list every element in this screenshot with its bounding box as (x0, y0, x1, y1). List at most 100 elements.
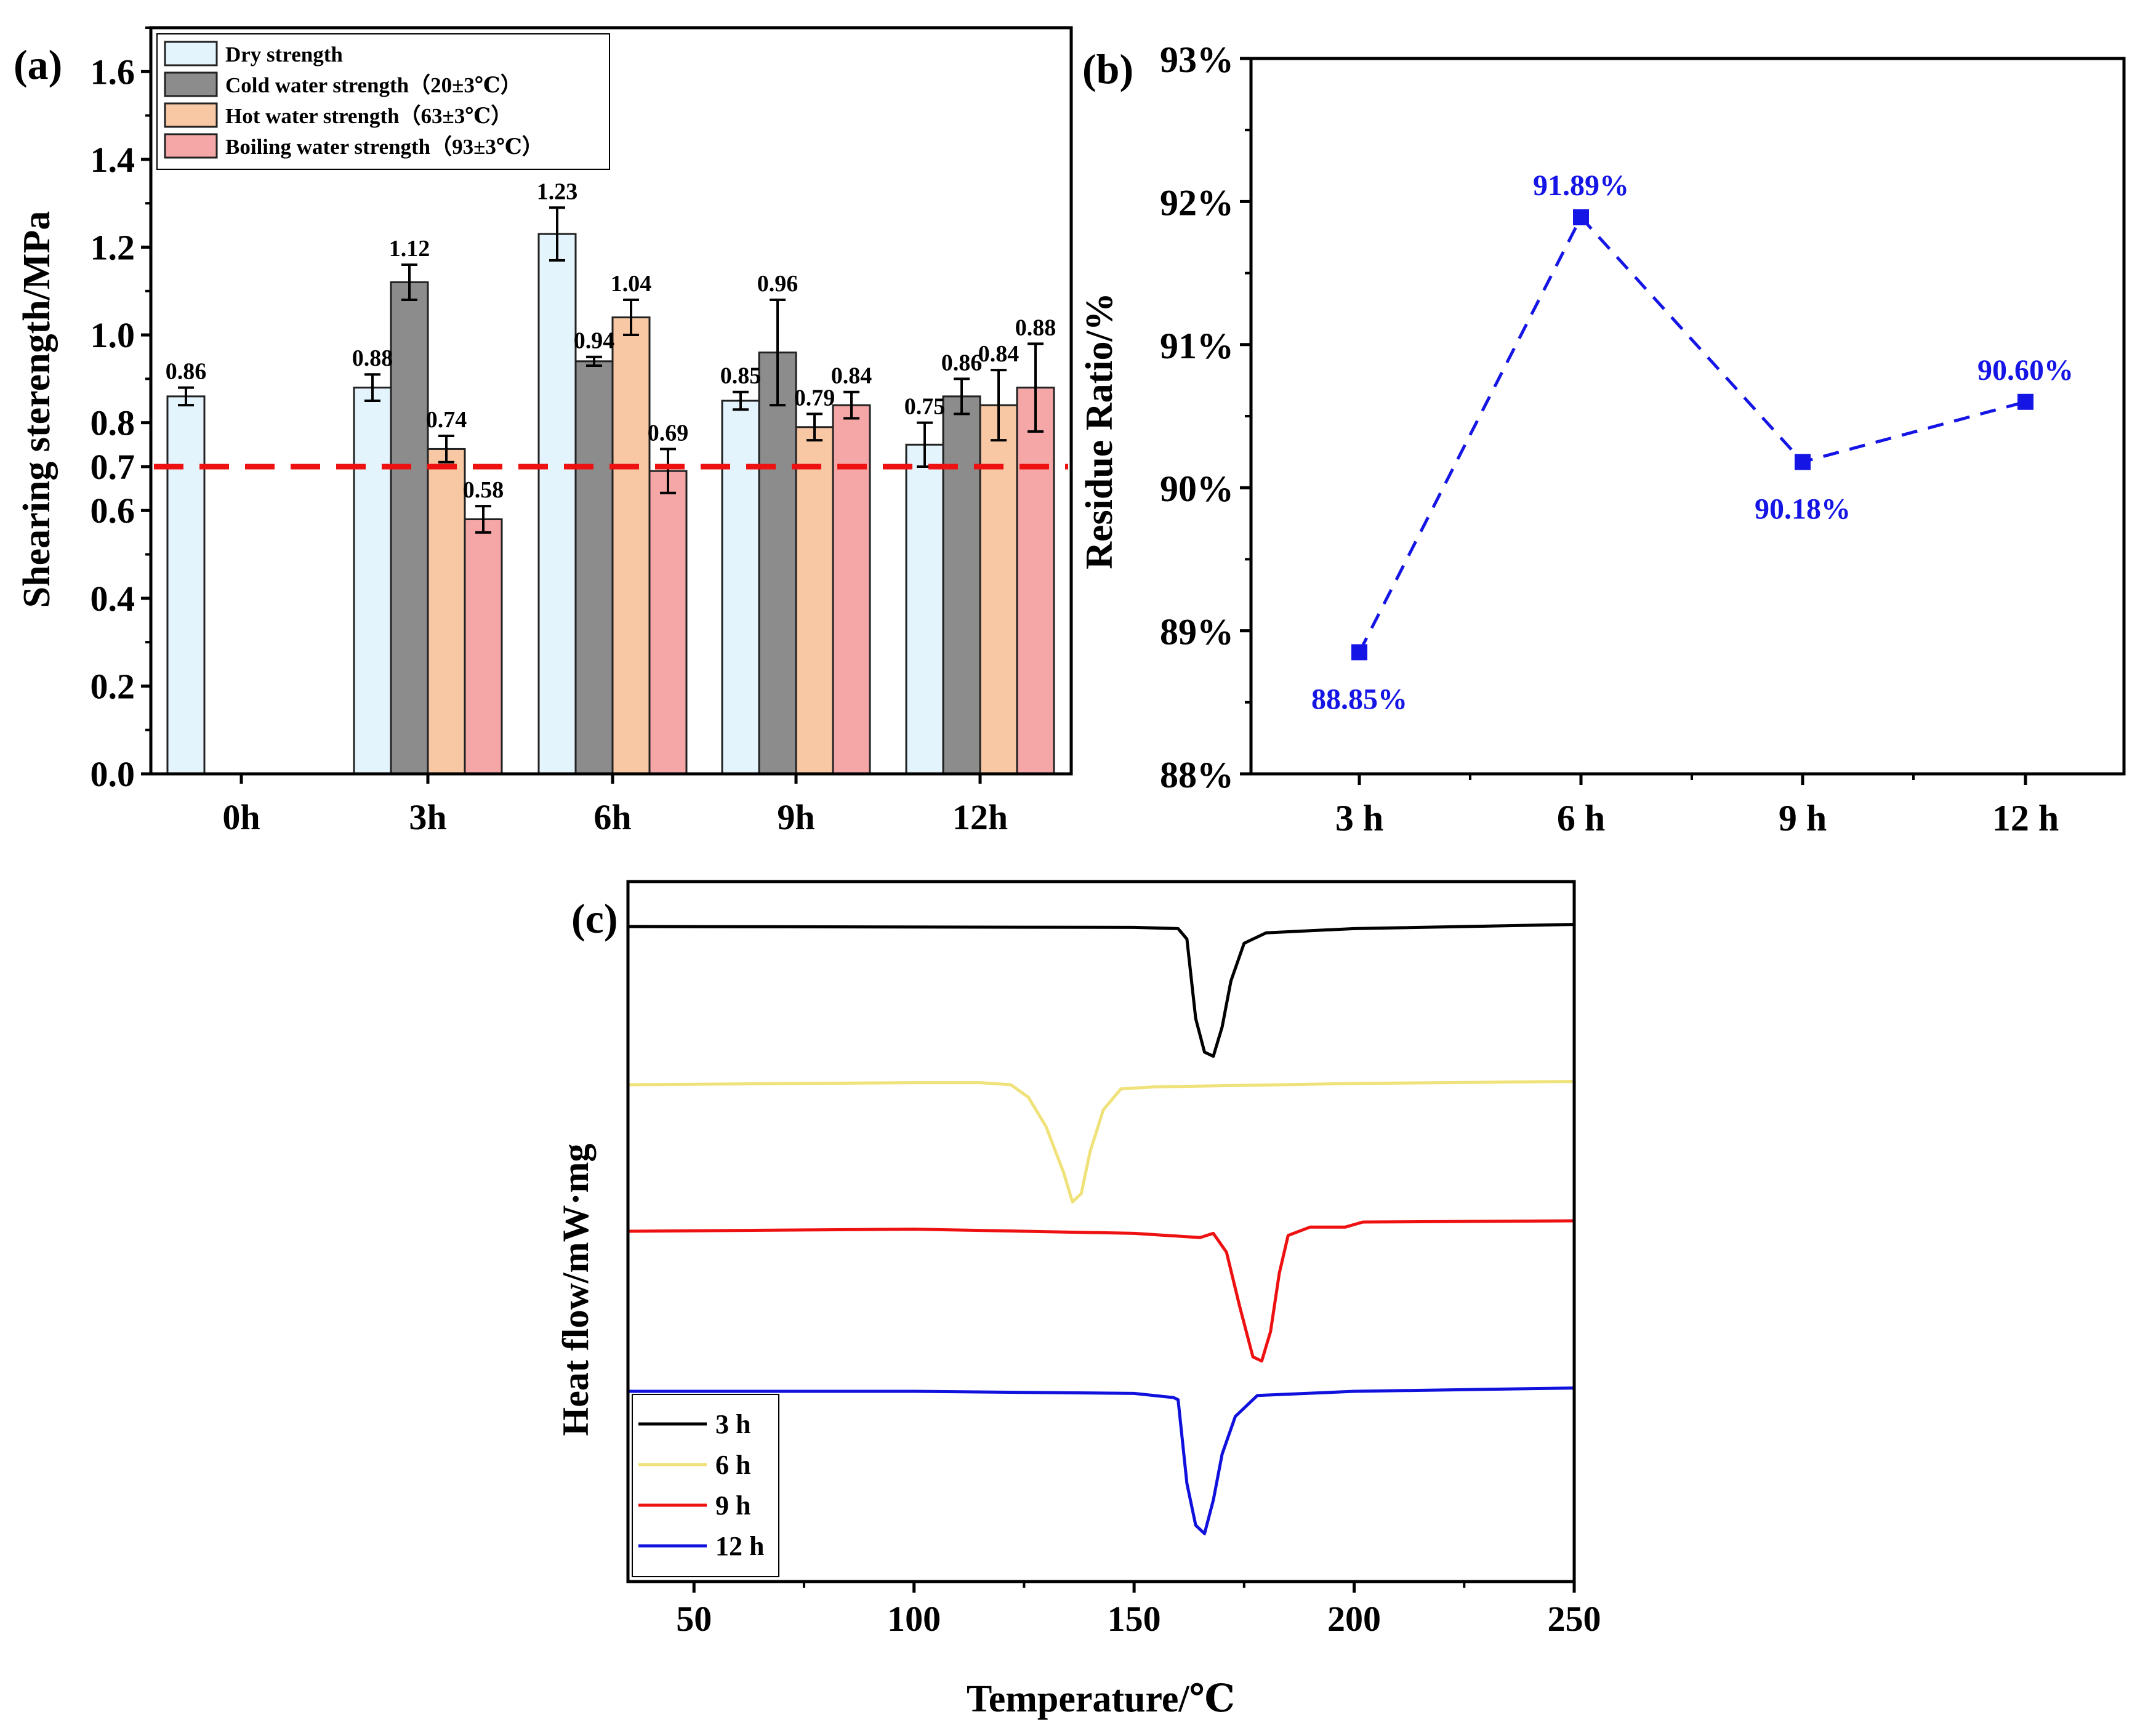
x-tick-label: 150 (1108, 1599, 1161, 1639)
legend-swatch-2 (164, 102, 218, 128)
value-label: 88.85% (1311, 683, 1407, 715)
bar-0-9h (721, 400, 760, 775)
y-tick-label: 1.2 (91, 227, 135, 267)
legend-label-3: 12 h (715, 1531, 764, 1561)
legend-label-2: Hot water strength（63±3℃） (225, 104, 512, 128)
legend-label-3: Boiling water strength（93±3℃） (225, 135, 544, 159)
y-tick-label: 0.2 (91, 666, 135, 706)
x-tick-label: 6 h (1557, 798, 1605, 838)
bar-3-12h (1016, 387, 1055, 775)
bar-2-12h (979, 404, 1018, 775)
x-tick-label: 3 h (1335, 798, 1383, 838)
y-tick-label: 1.6 (91, 52, 135, 92)
y-tick-label: 92% (1160, 182, 1234, 223)
bar-3-3h (464, 518, 503, 775)
panel-a-bars (166, 233, 1055, 775)
panel-c-x-axis-label: Temperature/℃ (967, 1678, 1235, 1720)
y-tick-label: 88% (1160, 755, 1234, 795)
x-tick-label: 100 (887, 1599, 941, 1639)
panel-a-y-axis-label: Shearing sterength/MPa (16, 211, 58, 608)
legend-label-1: Cold water strength（20±3℃） (225, 73, 522, 97)
y-tick-label: 0.4 (91, 579, 135, 619)
dsc-curve-12h (628, 1386, 1575, 1535)
y-tick-label: 1.4 (91, 140, 135, 180)
legend-box (156, 33, 610, 170)
panel-c-dsc-chart: (c) Heat flow/mW·mg Temperature/℃ 50 100 1… (555, 880, 1601, 1720)
value-label: 0.74 (426, 407, 467, 433)
panel-a-label: (a) (14, 41, 62, 88)
panel-a-bar-chart: (a) Shearing sterength/MPa 0.00.20.40.60… (14, 26, 1073, 837)
x-tick-label: 6h (593, 797, 631, 837)
x-tick-label: 12h (952, 797, 1008, 837)
y-tick-label: 0.6 (91, 491, 135, 531)
panel-b-y-axis-label: Residue Ratio/% (1079, 292, 1120, 569)
y-tick-label: 93% (1160, 39, 1234, 80)
bar-1-3h (390, 281, 429, 775)
value-label: 1.04 (611, 271, 652, 297)
value-label: 0.88 (1015, 315, 1056, 340)
data-point (1573, 209, 1589, 225)
dsc-curve-9h (627, 1219, 1575, 1363)
panel-a-x-ticks: 0h 3h 6h 9h 12h (222, 774, 1008, 837)
panel-c-plot-frame (626, 880, 1576, 1583)
value-label: 90.18% (1755, 493, 1851, 525)
legend-label-2: 9 h (715, 1490, 750, 1521)
bar-1-12h (942, 395, 981, 775)
panel-c-y-axis-label: Heat flow/mW·mg (555, 1144, 596, 1436)
y-tick-label: 89% (1160, 612, 1234, 653)
panel-b-points (1351, 209, 2033, 661)
legend-label-0: Dry strength (225, 42, 343, 66)
y-tick-label: 0.7 (91, 447, 135, 487)
x-tick-label: 9h (777, 797, 815, 837)
value-label: 0.94 (574, 328, 615, 354)
bar-0-12h (905, 443, 944, 775)
value-label: 0.84 (978, 341, 1020, 367)
panel-c-x-ticks: 50 100 150 200 250 (676, 1582, 1601, 1639)
panel-c-curves (627, 923, 1575, 1535)
bar-3-9h (832, 404, 871, 775)
x-tick-label: 9 h (1779, 798, 1827, 838)
legend-swatch-3 (164, 133, 218, 159)
panel-c-label: (c) (571, 895, 617, 942)
value-label: 0.86 (941, 350, 983, 376)
panel-b-line-chart: (b) Residue Ratio/% 88% 89% 90% 91% 92% 93% 3… (1079, 39, 2126, 838)
y-tick-label: 1.0 (91, 315, 135, 355)
bar-2-9h (795, 426, 834, 775)
panel-a-y-ticks: 0.0 0.2 0.4 0.60.70.8 1.0 1.2 1.4 1.6 (91, 26, 151, 794)
value-label: 0.86 (166, 359, 207, 385)
bar-2-6h (611, 316, 651, 775)
value-label: 1.12 (389, 236, 430, 262)
legend-swatch-1 (164, 71, 218, 97)
panel-a-legend: Dry strength Cold water strength（20±3℃） Ho… (156, 33, 610, 170)
x-tick-label: 250 (1548, 1599, 1601, 1639)
bar-2-3h (427, 448, 466, 775)
value-label: 0.58 (463, 477, 504, 503)
x-tick-label: 0h (222, 797, 260, 837)
bar-0-0h (166, 395, 206, 775)
value-label: 0.79 (794, 385, 835, 411)
value-label: 91.89% (1533, 169, 1629, 202)
bar-0-6h (537, 233, 577, 775)
panel-a-value-labels: 0.86 0.88 1.23 0.85 0.75 1.12 0.94 0.96 0.86 0.74… (166, 179, 1056, 503)
bar-1-9h (758, 352, 797, 775)
y-tick-label: 0.0 (91, 754, 135, 794)
value-label: 0.85 (720, 363, 762, 389)
value-label: 0.88 (352, 345, 393, 371)
panel-b-plot-frame (1249, 57, 2126, 776)
y-tick-label: 0.8 (91, 403, 135, 443)
y-tick-label: 90% (1160, 468, 1234, 509)
x-tick-label: 12 h (1992, 798, 2059, 838)
legend-label-0: 3 h (715, 1409, 750, 1439)
value-label: 0.75 (904, 394, 946, 420)
value-label: 90.60% (1977, 354, 2074, 387)
data-point (2017, 393, 2033, 410)
y-tick-label: 91% (1160, 326, 1234, 366)
panel-b-y-ticks: 88% 89% 90% 91% 92% 93% (1160, 39, 1251, 795)
x-tick-label: 200 (1327, 1599, 1381, 1639)
panel-b-value-labels: 88.85% 91.89% 90.18% 90.60% (1311, 169, 2074, 715)
data-point (1351, 644, 1367, 661)
data-point (1795, 454, 1811, 470)
value-label: 1.23 (537, 179, 578, 204)
